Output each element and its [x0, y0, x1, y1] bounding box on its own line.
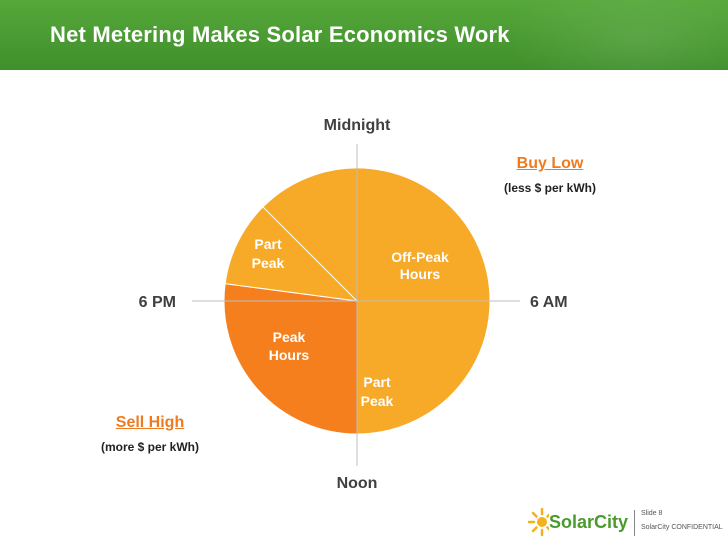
slice-label-part-peak-midday-line2: Peak	[361, 393, 394, 409]
buy-low-callout: Buy Low (less $ per kWh)	[490, 155, 610, 195]
axis-label-6pm: 6 PM	[139, 294, 176, 311]
footer-divider	[634, 510, 635, 536]
axis-label-midnight: Midnight	[324, 117, 391, 134]
slice-label-peak-line2: Hours	[269, 347, 310, 363]
sell-high-title: Sell High	[115, 414, 185, 431]
buy-low-title: Buy Low	[516, 155, 584, 172]
pie-slice-part-peak-3	[224, 206, 359, 302]
axis-label-noon: Noon	[337, 475, 378, 492]
slice-label-part-peak-evening-line1: Part	[254, 236, 282, 252]
slice-label-off-peak-line1: Off-Peak	[391, 249, 449, 265]
slide-title: Net Metering Makes Solar Economics Work	[50, 22, 510, 47]
sell-high-callout: Sell High (more $ per kWh)	[88, 414, 212, 454]
confidential-label: SolarCity CONFIDENTIAL	[641, 524, 723, 531]
slice-label-part-peak-evening-line2: Peak	[252, 255, 285, 271]
sell-high-subtitle: (more $ per kWh)	[100, 440, 199, 454]
pie-slice-peak-hours-2	[223, 283, 358, 435]
axis-label-6am: 6 AM	[530, 294, 568, 311]
buy-low-subtitle: (less $ per kWh)	[503, 181, 597, 195]
title-bar: Net Metering Makes Solar Economics Work	[0, 0, 728, 70]
slice-label-peak-line1: Peak	[273, 329, 306, 345]
slide-number: Slide 8	[641, 510, 663, 517]
sun-icon	[528, 508, 549, 536]
slice-label-off-peak-line2: Hours	[400, 266, 441, 282]
slice-label-part-peak-midday-line1: Part	[363, 374, 391, 390]
logo-text: SolarCity	[548, 511, 628, 532]
solarcity-logo: SolarCity	[528, 506, 628, 538]
